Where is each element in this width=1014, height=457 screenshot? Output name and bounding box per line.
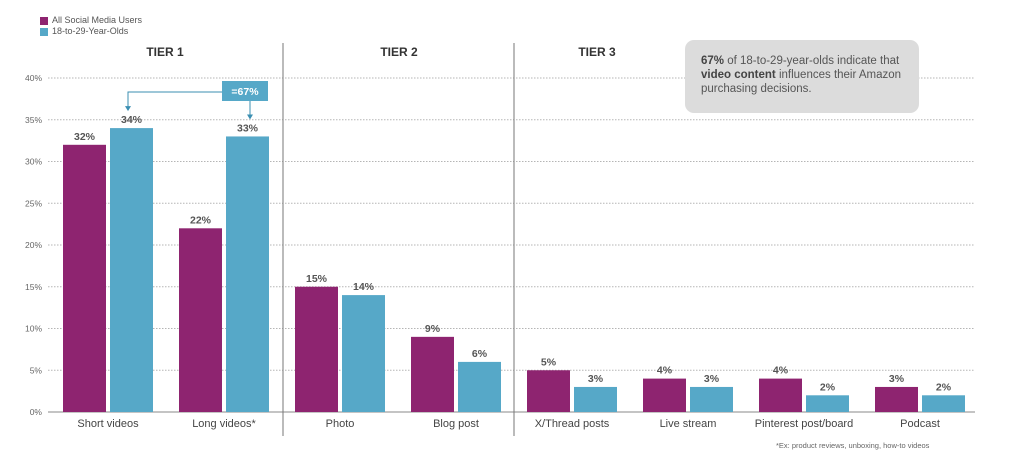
tier-label: TIER 2 bbox=[380, 45, 418, 59]
bar bbox=[411, 336, 454, 412]
bar bbox=[226, 136, 269, 412]
data-label: 2% bbox=[820, 381, 836, 393]
data-label: 14% bbox=[353, 281, 375, 293]
data-label: 32% bbox=[74, 131, 96, 143]
footnote: *Ex: product reviews, unboxing, how-to v… bbox=[776, 441, 930, 450]
legend-label-18-29: 18-to-29-Year-Olds bbox=[52, 26, 129, 36]
bar bbox=[922, 395, 965, 412]
legend-swatch-18-29 bbox=[40, 27, 48, 36]
data-label: 3% bbox=[588, 373, 604, 385]
bar bbox=[875, 386, 918, 412]
legend-swatch-all-users bbox=[40, 16, 48, 25]
data-label: 3% bbox=[704, 373, 720, 385]
annotation-connector bbox=[127, 91, 251, 117]
y-tick-label: 25% bbox=[25, 198, 42, 208]
callout-bold-percent: 67% bbox=[701, 55, 725, 67]
data-label: 22% bbox=[190, 214, 212, 226]
data-label: 6% bbox=[472, 348, 488, 360]
annotation-label: =67% bbox=[231, 86, 259, 98]
data-label: 3% bbox=[889, 373, 905, 385]
y-tick-label: 10% bbox=[25, 324, 42, 334]
data-label: 15% bbox=[306, 273, 328, 285]
bar bbox=[458, 361, 501, 412]
callout-box: 67% of 18-to-29-year-olds indicate that … bbox=[685, 40, 919, 113]
y-tick-label: 20% bbox=[25, 240, 42, 250]
x-tick-label: X/Thread posts bbox=[535, 418, 610, 430]
y-tick-label: 15% bbox=[25, 282, 42, 292]
callout-text-2: influences their Amazon purchasing decis… bbox=[701, 69, 902, 95]
tier-label: TIER 1 bbox=[146, 45, 184, 59]
bar bbox=[63, 144, 106, 413]
x-tick-label: Short videos bbox=[77, 418, 139, 430]
y-tick-label: 0% bbox=[30, 407, 43, 417]
x-tick-label: Podcast bbox=[900, 418, 940, 430]
bar bbox=[574, 386, 617, 412]
data-label: 33% bbox=[237, 122, 259, 134]
annotation-arrow bbox=[247, 114, 253, 120]
legend-item-all-users: All Social Media Users bbox=[40, 15, 142, 26]
annotation-arrow bbox=[125, 106, 131, 112]
bar bbox=[527, 370, 570, 412]
data-label: 5% bbox=[541, 356, 557, 368]
y-tick-label: 30% bbox=[25, 157, 42, 167]
bar bbox=[806, 395, 849, 412]
bar bbox=[295, 286, 338, 412]
legend-label-all-users: All Social Media Users bbox=[52, 15, 143, 25]
callout-text-1: of 18-to-29-year-olds indicate that bbox=[724, 55, 900, 67]
bar bbox=[759, 378, 802, 412]
data-label: 34% bbox=[121, 114, 143, 126]
data-label: 9% bbox=[425, 323, 441, 335]
x-tick-label: Blog post bbox=[433, 418, 479, 430]
y-tick-label: 35% bbox=[25, 115, 42, 125]
bar bbox=[110, 128, 153, 412]
data-label: 4% bbox=[773, 365, 789, 377]
y-tick-label: 5% bbox=[30, 365, 43, 375]
callout-bold-video: video content bbox=[701, 69, 776, 81]
bar bbox=[643, 378, 686, 412]
x-tick-label: Pinterest post/board bbox=[755, 418, 853, 430]
bar bbox=[179, 228, 222, 412]
x-tick-label: Long videos* bbox=[192, 418, 256, 430]
x-tick-label: Live stream bbox=[660, 418, 717, 430]
data-label: 4% bbox=[657, 365, 673, 377]
bar bbox=[342, 295, 385, 412]
annotation-badge bbox=[222, 81, 268, 101]
legend: All Social Media Users 18-to-29-Year-Old… bbox=[40, 15, 142, 37]
y-tick-label: 40% bbox=[25, 73, 42, 83]
bar bbox=[690, 386, 733, 412]
legend-item-18-29: 18-to-29-Year-Olds bbox=[40, 26, 142, 37]
x-tick-label: Photo bbox=[326, 418, 355, 430]
tier-label: TIER 3 bbox=[578, 45, 616, 59]
data-label: 2% bbox=[936, 381, 952, 393]
